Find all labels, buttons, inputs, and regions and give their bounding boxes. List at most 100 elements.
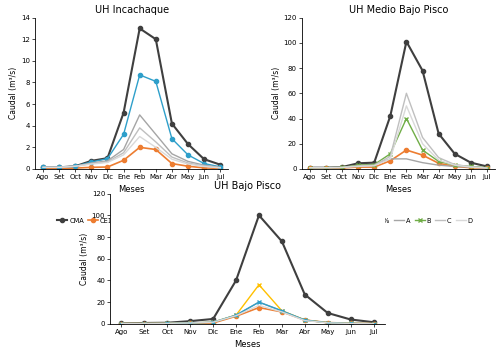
D (210, 320, 216, 324)
C (420, 135, 426, 139)
B (279, 309, 285, 313)
D (370, 322, 376, 326)
CE15% (40, 166, 46, 170)
D (436, 158, 442, 162)
C (484, 166, 490, 170)
B (169, 152, 175, 156)
CMA (104, 156, 110, 160)
A (153, 79, 159, 83)
Title: UH Bajo Pisco: UH Bajo Pisco (214, 181, 281, 191)
C (136, 126, 142, 130)
D (142, 321, 148, 326)
B (120, 147, 126, 152)
Legend: CMA, CE15%, A, B, C, D: CMA, CE15%, A, B, C, D (324, 218, 472, 224)
X-axis label: Meses: Meses (385, 186, 411, 194)
CE15% (307, 166, 313, 170)
Line: D: D (310, 106, 487, 168)
CMA (185, 142, 191, 146)
C (323, 165, 329, 170)
A (452, 164, 458, 169)
B (452, 163, 458, 167)
A (72, 164, 78, 168)
B (56, 165, 62, 169)
CE15% (256, 306, 262, 310)
B (256, 283, 262, 287)
C (404, 91, 409, 95)
C (153, 140, 159, 144)
D (307, 165, 313, 170)
CMA (88, 159, 94, 163)
A (88, 160, 94, 164)
CMA (355, 161, 361, 165)
A (201, 162, 207, 166)
B (142, 321, 148, 326)
Line: CMA: CMA (120, 213, 376, 325)
A (256, 300, 262, 304)
Y-axis label: Caudal (m³/s): Caudal (m³/s) (10, 67, 18, 119)
D (201, 164, 207, 169)
CMA (324, 311, 330, 315)
CE15% (404, 148, 409, 152)
B (388, 152, 394, 156)
Line: C: C (310, 93, 487, 168)
A (371, 162, 377, 166)
CMA (302, 293, 308, 297)
CE15% (104, 165, 110, 169)
CMA (169, 121, 175, 126)
D (104, 161, 110, 165)
D (371, 164, 377, 168)
X-axis label: Meses: Meses (118, 186, 145, 194)
A (323, 165, 329, 170)
C (436, 156, 442, 160)
CE15% (169, 162, 175, 166)
B (339, 165, 345, 170)
C (72, 164, 78, 168)
D (279, 310, 285, 314)
CE15% (484, 166, 490, 170)
CMA (452, 152, 458, 156)
A (370, 321, 376, 326)
A (136, 73, 142, 77)
Line: C: C (43, 128, 220, 168)
B (371, 162, 377, 166)
A (169, 137, 175, 141)
D (88, 162, 94, 166)
A (118, 321, 124, 326)
A (484, 166, 490, 170)
CMA (233, 278, 239, 283)
D (324, 321, 330, 325)
X C (233, 313, 239, 317)
B (484, 165, 490, 170)
CMA (187, 319, 193, 323)
B (302, 318, 308, 322)
A (302, 318, 308, 322)
CE15% (355, 165, 361, 169)
B (323, 165, 329, 170)
X C (256, 300, 262, 304)
C (120, 151, 126, 155)
B (420, 148, 426, 152)
CE15% (164, 321, 170, 326)
CMA (371, 161, 377, 165)
D (233, 314, 239, 318)
CMA (404, 39, 409, 44)
CE15% (72, 166, 78, 170)
D (217, 166, 223, 170)
CMA (279, 239, 285, 244)
CE15% (56, 166, 62, 170)
CMA (153, 37, 159, 41)
D (420, 142, 426, 146)
CE15% (370, 321, 376, 326)
A (388, 157, 394, 161)
CE15% (371, 165, 377, 169)
Title: UH Medio Bajo Pisco: UH Medio Bajo Pisco (348, 5, 448, 15)
CMA (164, 321, 170, 325)
B (187, 321, 193, 325)
B (40, 165, 46, 169)
CE15% (348, 321, 354, 325)
X C (210, 320, 216, 324)
A (404, 157, 409, 161)
D (468, 165, 474, 169)
CE15% (323, 166, 329, 170)
A (420, 161, 426, 165)
